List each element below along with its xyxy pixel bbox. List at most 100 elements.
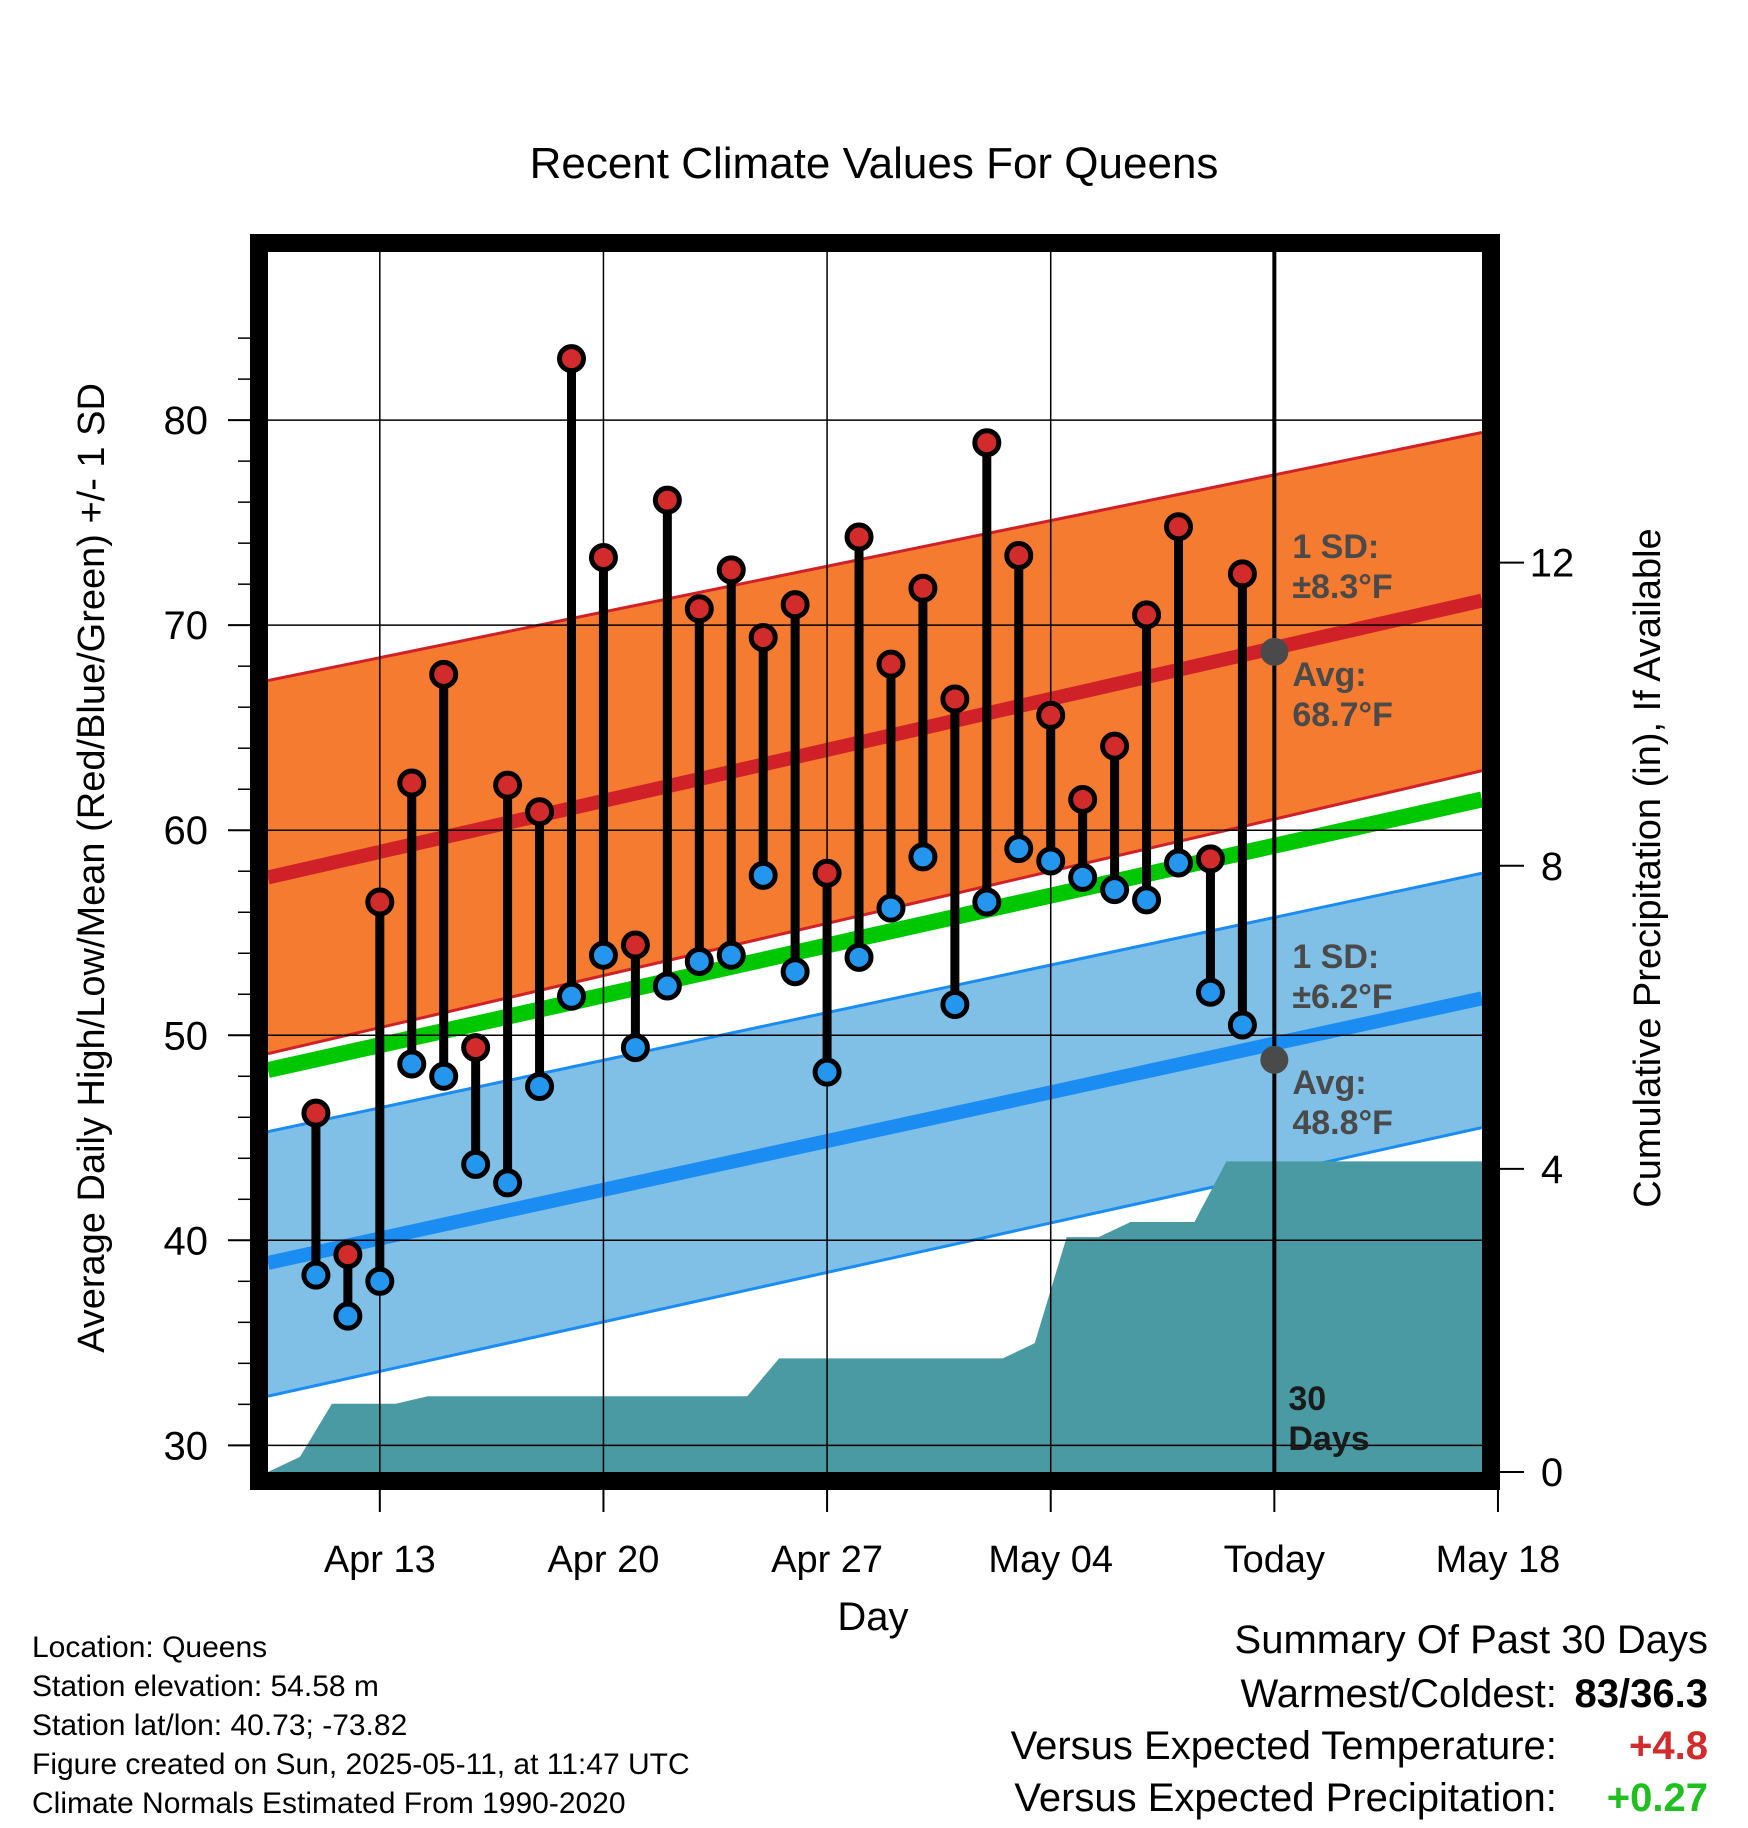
today-low-avg-marker <box>1260 1045 1289 1074</box>
summary-heading: Summary Of Past 30 Days <box>1234 1618 1708 1662</box>
summary-precip-row: Versus Expected Precipitation: +0.27 <box>1014 1776 1708 1821</box>
low-temp-point <box>1004 834 1034 864</box>
plot-inner <box>268 252 1482 1472</box>
high-sd-band-upper-edge <box>268 430 1482 683</box>
low-temp-point <box>1100 875 1130 905</box>
low-sd-band-upper-edge <box>268 871 1482 1134</box>
annotation-high-sd-line: 1 SD: <box>1292 528 1379 566</box>
high-temp-point <box>908 573 938 603</box>
low-temp-point <box>525 1072 555 1102</box>
y-axis-label: Average Daily High/Low/Mean (Red/Blue/Gr… <box>71 383 113 1353</box>
low-temp-point <box>940 990 970 1020</box>
low-temp-point <box>716 940 746 970</box>
high-temp-point <box>1227 559 1257 589</box>
low-temp-point <box>1068 862 1098 892</box>
low-temp-point <box>461 1149 491 1179</box>
high-temp-point <box>1004 540 1034 570</box>
y2-axis-label: Cumulative Precipitation (in), If Availa… <box>1627 528 1669 1207</box>
low-temp-point <box>812 1057 842 1087</box>
low-temp-point <box>876 893 906 923</box>
low-temp-point <box>972 887 1002 917</box>
chart-title: Recent Climate Values For Queens <box>530 139 1219 188</box>
high-temp-point <box>716 555 746 585</box>
low-temp-point <box>588 940 618 970</box>
low-temp-point <box>333 1301 363 1331</box>
low-temp-point <box>1195 977 1225 1007</box>
low-temp-point <box>1164 848 1193 878</box>
low-temp-point <box>748 860 778 890</box>
low-temp-point <box>557 981 586 1011</box>
y-tick-label: 70 <box>164 604 209 648</box>
high-temp-point <box>461 1033 491 1063</box>
low-temp-point <box>652 971 682 1001</box>
y2-tick-label: 0 <box>1541 1451 1563 1495</box>
x-tick-label: Apr 27 <box>771 1539 883 1581</box>
annotation-high-sd-line: ±8.3°F <box>1292 568 1392 606</box>
annotation-high-avg-line: Avg: <box>1292 656 1366 694</box>
high-temp-point <box>844 522 874 552</box>
x-tick-label: May 18 <box>1436 1539 1561 1581</box>
y-tick-label: 50 <box>164 1014 209 1058</box>
low-temp-point <box>429 1061 459 1091</box>
x-tick-label: Today <box>1224 1539 1325 1581</box>
summary-temp-row: Versus Expected Temperature: +4.8 <box>1011 1724 1708 1769</box>
y-tick-label: 40 <box>164 1219 209 1263</box>
high-temp-point <box>1100 731 1130 761</box>
high-temp-point <box>940 684 970 714</box>
high-temp-point <box>1068 784 1098 814</box>
low-normal-line <box>268 991 1482 1270</box>
mean-normal-line <box>268 791 1482 1078</box>
annotation-high-avg-line: 68.7°F <box>1292 696 1393 734</box>
info-normals: Climate Normals Estimated From 1990-2020 <box>32 1787 626 1820</box>
precip-area <box>268 1161 1482 1472</box>
high-temp-point <box>1132 600 1162 630</box>
summary-warmest-row: Warmest/Coldest: 83/36.3 <box>1241 1672 1709 1717</box>
high-temp-point <box>1195 844 1225 874</box>
summary-temp-label: Versus Expected Temperature: <box>1010 1724 1557 1768</box>
annotation-low-avg-line: Avg: <box>1292 1064 1366 1102</box>
high-temp-point <box>493 770 523 800</box>
high-temp-point <box>748 622 778 652</box>
low-temp-point <box>493 1168 523 1198</box>
high-temp-point <box>397 768 427 798</box>
low-temp-point <box>908 842 938 872</box>
annotation-days-line: Days <box>1288 1420 1369 1458</box>
x-tick-label: Apr 20 <box>547 1539 659 1581</box>
low-temp-point <box>844 942 874 972</box>
y2-tick-label: 8 <box>1541 845 1563 889</box>
high-sd-band-lower-edge <box>268 769 1482 1056</box>
low-temp-point <box>365 1266 395 1296</box>
high-temp-point <box>812 858 842 888</box>
low-temp-point <box>1132 885 1162 915</box>
info-latlon: Station lat/lon: 40.73; -73.82 <box>32 1709 408 1742</box>
high-temp-point <box>1036 700 1066 730</box>
high-temp-point <box>1164 512 1193 542</box>
x-tick-label: May 04 <box>988 1539 1113 1581</box>
high-temp-point <box>557 344 586 374</box>
low-temp-point <box>1227 1010 1257 1040</box>
station-info: Location: Queens Station elevation: 54.5… <box>32 1628 690 1823</box>
high-temp-point <box>333 1240 363 1270</box>
info-created: Figure created on Sun, 2025-05-11, at 11… <box>32 1748 690 1781</box>
high-temp-point <box>525 797 555 827</box>
summary-warmest-value: 83/36.3 <box>1574 1672 1708 1716</box>
x-tick-label: Apr 13 <box>324 1539 436 1581</box>
high-temp-point <box>780 590 810 620</box>
high-temp-point <box>301 1098 331 1128</box>
low-temp-point <box>301 1260 331 1290</box>
y-tick-label: 30 <box>164 1424 209 1468</box>
summary-precip-value: +0.27 <box>1606 1776 1708 1820</box>
high-temp-point <box>652 485 682 515</box>
annotation-low-avg-line: 48.8°F <box>1292 1104 1393 1142</box>
annotation-low-sd-line: ±6.2°F <box>1292 978 1392 1016</box>
high-temp-point <box>588 543 618 573</box>
y2-tick-label: 4 <box>1541 1148 1563 1192</box>
info-elevation: Station elevation: 54.58 m <box>32 1670 379 1703</box>
summary-warmest-label: Warmest/Coldest: <box>1240 1672 1557 1716</box>
summary-precip-label: Versus Expected Precipitation: <box>1014 1776 1557 1820</box>
plot-frame <box>250 234 1500 1490</box>
low-temp-point <box>780 957 810 987</box>
y2-tick-label: 12 <box>1530 542 1575 586</box>
